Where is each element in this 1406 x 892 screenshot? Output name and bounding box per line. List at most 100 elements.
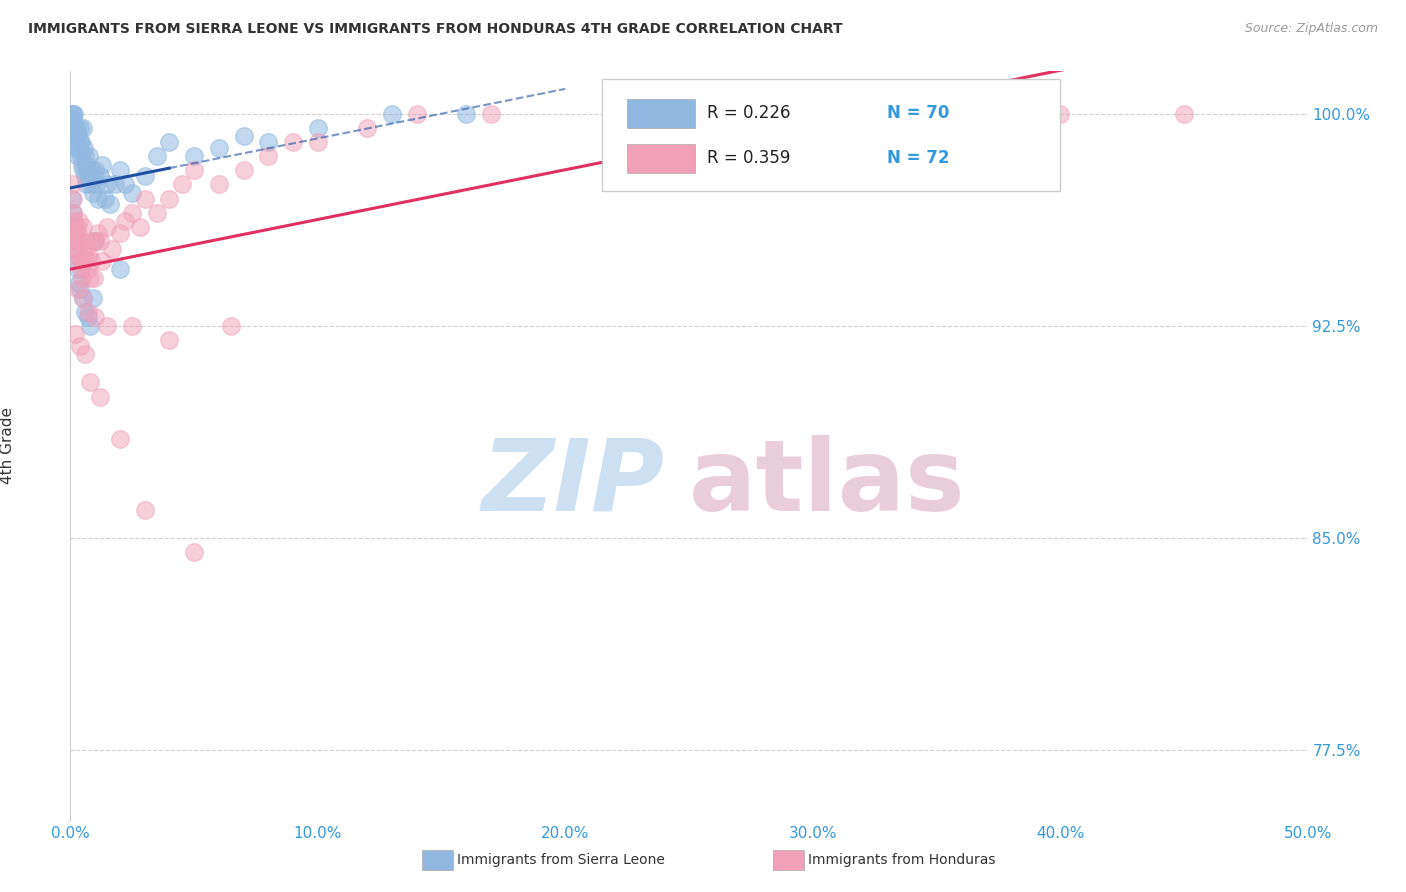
Point [72,120,94,135]
Point [232,129,254,144]
Point [183,163,205,178]
Point [96,178,118,192]
Point [72,291,94,305]
Point [65,248,87,262]
Point [86,192,108,206]
Point [134,169,156,183]
Point [101,243,124,257]
Point [63,120,86,135]
Point [70,270,93,285]
Point [67,141,90,155]
Point [86,226,108,240]
Point [108,262,131,277]
Point [73,248,96,262]
Point [96,219,118,234]
FancyBboxPatch shape [627,99,695,128]
Point [76,310,98,325]
Point [67,129,90,144]
Point [219,318,242,333]
Point [66,219,89,234]
Point [183,545,205,559]
Point [84,234,107,248]
Point [603,107,626,121]
Point [62,205,84,219]
Point [73,141,96,155]
Point [75,253,97,268]
Point [60,192,83,206]
Point [104,178,127,192]
Point [69,282,91,296]
Point [405,107,427,121]
Point [66,120,89,135]
Point [60,107,83,121]
Point [82,234,104,248]
Point [76,163,98,178]
Point [121,318,143,333]
Point [479,107,502,121]
Point [134,192,156,206]
Point [67,214,90,228]
Text: N = 72: N = 72 [887,149,949,167]
Point [108,432,131,446]
Point [60,120,83,135]
Point [108,163,131,178]
Point [356,120,378,135]
Point [89,234,111,248]
Point [63,219,86,234]
Point [69,338,91,352]
Text: atlas: atlas [689,435,966,532]
Text: Source: ZipAtlas.com: Source: ZipAtlas.com [1244,22,1378,36]
Point [84,163,107,178]
Point [114,214,136,228]
Text: IMMIGRANTS FROM SIERRA LEONE VS IMMIGRANTS FROM HONDURAS 4TH GRADE CORRELATION C: IMMIGRANTS FROM SIERRA LEONE VS IMMIGRAN… [28,22,842,37]
Point [80,253,103,268]
Point [89,169,111,183]
Point [65,327,87,342]
Point [157,333,180,347]
Point [62,107,84,121]
Point [79,178,101,192]
Point [69,149,91,163]
Point [1049,107,1071,121]
Point [121,186,143,200]
Text: ZIP: ZIP [481,435,664,532]
Point [83,169,105,183]
Point [281,135,304,149]
Text: R = 0.226: R = 0.226 [707,103,792,121]
Text: N = 70: N = 70 [887,103,949,121]
Point [63,226,86,240]
Point [257,135,280,149]
Point [76,262,98,277]
Point [63,214,86,228]
Point [65,141,87,155]
Point [82,186,104,200]
Point [91,158,114,172]
Point [65,135,87,149]
Point [67,277,90,291]
Point [72,291,94,305]
Point [703,112,725,127]
Point [75,304,97,318]
Point [208,178,231,192]
Point [65,129,87,144]
Point [82,291,104,305]
Point [307,135,329,149]
Point [66,234,89,248]
Point [63,107,86,121]
Point [62,112,84,127]
Point [75,243,97,257]
Point [75,347,97,361]
Point [72,219,94,234]
FancyBboxPatch shape [627,144,695,172]
Point [65,243,87,257]
Point [157,192,180,206]
Point [381,107,404,121]
Point [77,248,100,262]
Point [66,149,89,163]
Point [456,107,478,121]
Point [76,304,98,318]
Point [96,318,118,333]
Point [208,141,231,155]
Point [121,205,143,219]
Point [70,135,93,149]
